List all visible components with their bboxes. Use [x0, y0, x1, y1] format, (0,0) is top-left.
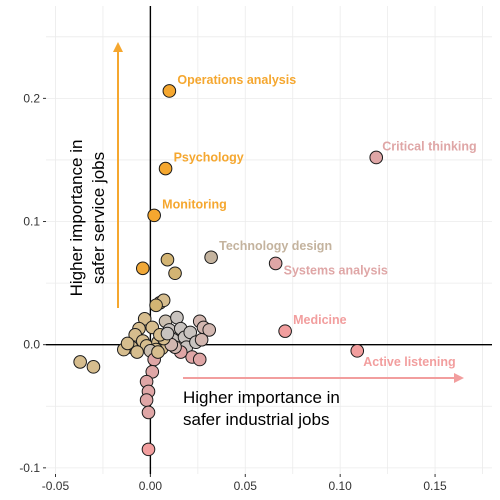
y-tick-label: 0.1 [23, 215, 40, 229]
data-point [369, 150, 384, 165]
x-tick-label: 0.00 [139, 479, 163, 493]
data-point [135, 261, 150, 276]
data-point [350, 344, 365, 358]
data-point [147, 208, 161, 223]
y-tick-label: 0.2 [23, 91, 40, 105]
y-tick-label: -0.1 [19, 461, 40, 475]
x-tick-label: 0.15 [423, 479, 447, 493]
data-point [149, 298, 163, 313]
service-jobs-annotation: Higher importance in safer service jobs [67, 140, 108, 297]
point-label: Active listening [363, 355, 455, 369]
industrial-jobs-annotation: Higher importance in safer industrial job… [183, 388, 340, 429]
up-arrow-head [113, 42, 123, 52]
right-arrow-head [454, 373, 464, 383]
data-point [162, 84, 177, 98]
data-point [192, 352, 207, 367]
data-point [130, 345, 144, 359]
data-point [160, 252, 175, 267]
grid [46, 6, 492, 474]
x-tick-label: 0.10 [328, 479, 352, 493]
data-point [204, 250, 218, 265]
data-point [141, 405, 156, 420]
data-point [86, 360, 101, 374]
annotation-arrows [113, 42, 464, 383]
x-tick-label: 0.05 [234, 479, 258, 493]
y-tick-label: 0.0 [23, 338, 40, 352]
x-tick-label: -0.05 [42, 479, 70, 493]
point-label: Systems analysis [284, 263, 388, 277]
data-point [151, 345, 165, 359]
annotation-texts: Higher importance in safer service jobs Hi… [67, 140, 340, 429]
data-point [160, 326, 175, 341]
point-label: Operations analysis [177, 73, 296, 87]
data-point [73, 355, 87, 369]
point-label: Medicine [293, 313, 347, 327]
data-points [73, 84, 384, 457]
data-point [158, 161, 173, 176]
plot-panel [46, 6, 492, 474]
tick-labels: -0.05 0.00 0.05 0.10 0.15 -0.1 0.0 0.1 0.2 [19, 91, 447, 493]
data-point [278, 324, 292, 338]
point-label: Critical thinking [382, 139, 476, 153]
point-labels: Operations analysis Psychology Monitoring C… [162, 73, 477, 369]
point-label: Psychology [174, 151, 244, 165]
data-point [268, 256, 283, 271]
point-label: Monitoring [162, 197, 227, 211]
data-point [168, 266, 182, 281]
point-label: Technology design [219, 239, 332, 253]
data-point [139, 393, 154, 407]
data-point [194, 332, 209, 347]
data-point [141, 442, 156, 457]
data-point [120, 336, 135, 351]
data-point [202, 323, 217, 337]
